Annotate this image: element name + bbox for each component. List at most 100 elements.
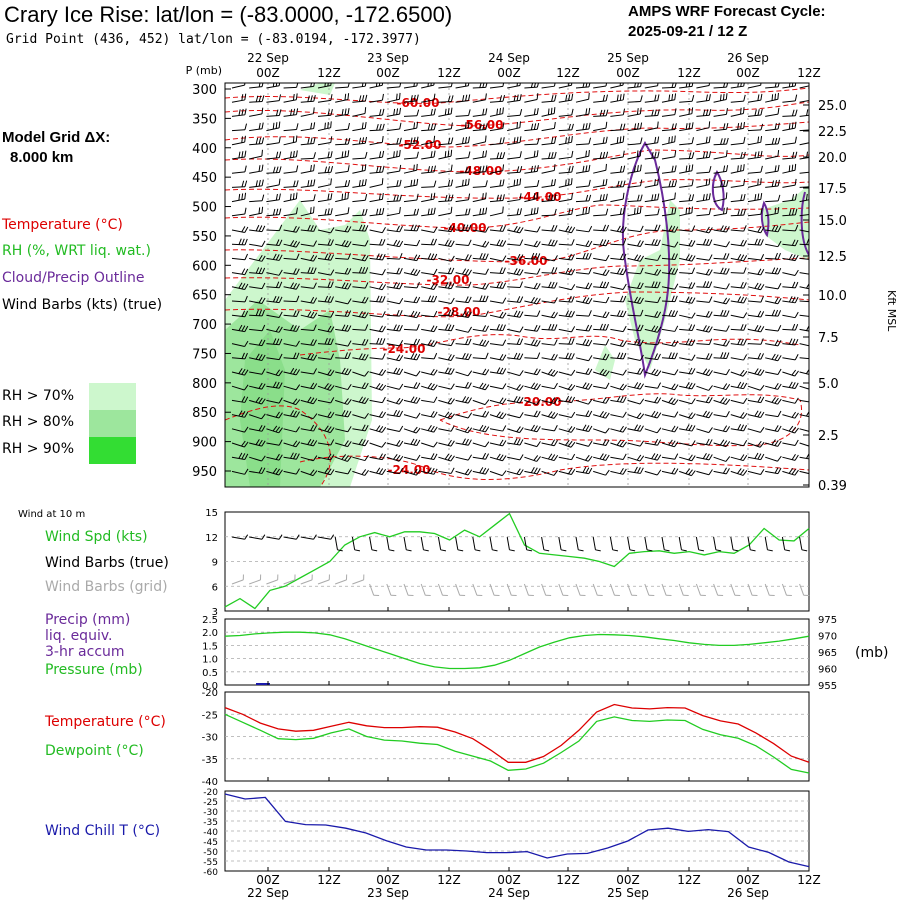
wind-barb-flag [447, 439, 452, 446]
wind-barb-flag [685, 381, 690, 388]
wind-barb-flag [433, 453, 438, 460]
wind-barb-staff [266, 172, 280, 174]
wind-barb-flag [810, 239, 812, 245]
wind-barb-flag [674, 453, 679, 460]
wind-barb-flag [241, 151, 244, 158]
wind-barb-staff [747, 114, 761, 117]
wind-barb-staff [403, 343, 417, 346]
wind-barb [799, 300, 809, 303]
wind-barb [369, 411, 386, 419]
wind-barb-staff [730, 343, 744, 346]
wind-barb-staff [730, 100, 744, 103]
wind-barb-flag [651, 151, 654, 159]
wind-barb-flag [413, 137, 416, 144]
wind-barb-staff [644, 428, 658, 434]
wind-barb-flag [241, 283, 246, 290]
wind-barb [317, 439, 335, 446]
wind-barb [610, 352, 627, 360]
wind-barb [386, 194, 402, 203]
wind-barb-staff [300, 128, 314, 132]
wind-barb-staff [524, 99, 538, 103]
wind-barb-flag [760, 193, 763, 200]
wind-barb-flag [547, 411, 553, 417]
grid-wind-barb [747, 583, 758, 596]
wind-chill-line [224, 793, 810, 868]
wind-barb [369, 467, 387, 476]
wind-barb-flag [774, 93, 777, 100]
pressure-tick-label: 500 [192, 201, 217, 216]
wind-barb-staff [438, 257, 452, 262]
wind-barb-flag [361, 353, 366, 360]
wind-barb-flag [482, 123, 485, 130]
wind-barb [386, 137, 402, 146]
wind-barb-flag [743, 354, 748, 361]
wind-barb-flag [364, 370, 369, 377]
wind-barb [317, 325, 335, 333]
wind-barb-staff [283, 300, 297, 303]
wind-barb-staff [782, 442, 796, 446]
wind-barb-flag [571, 411, 576, 418]
wind-barb [283, 384, 301, 391]
wind-barb-staff [644, 272, 658, 276]
wind-barb-staff [765, 257, 779, 260]
wind-barb-flag [313, 137, 316, 144]
wind-barb [369, 453, 386, 461]
wind-barb-staff [558, 257, 572, 261]
wind-barb-flag [619, 83, 622, 86]
wind-barb-flag [808, 283, 809, 290]
wind-barb [679, 454, 696, 462]
wind-barb-flag [467, 254, 472, 261]
wind-barb-flag [674, 226, 679, 233]
grid-wind-barb [231, 574, 244, 585]
wind-barb-flag [244, 253, 249, 260]
wind-barb-staff [455, 470, 469, 476]
wind-barb-staff [593, 442, 607, 446]
wind-barb [266, 311, 283, 318]
grid-wind-barb-staff [627, 583, 633, 596]
wind-barb-staff [507, 127, 520, 132]
wind-barb [575, 240, 593, 248]
wind-barb-flag [725, 207, 728, 214]
wind-barb-staff [403, 456, 417, 461]
wind-barb-flag [433, 352, 438, 360]
surface-wind-barb-flag [698, 549, 705, 552]
wind-barb-staff [489, 343, 503, 346]
wind-barb [644, 353, 661, 361]
wind-barb-flag [330, 193, 333, 200]
wind-barb-staff [300, 286, 314, 289]
wind-barb-flag [450, 455, 455, 462]
wind-barb-staff [593, 243, 607, 247]
wind-barb-staff [249, 314, 263, 317]
wind-barb-staff [558, 286, 572, 291]
wind-barb-flag [533, 240, 538, 247]
wind-barb [765, 122, 780, 132]
wind-barb-flag [499, 179, 502, 187]
wind-barb-flag [671, 352, 675, 359]
wind-barb-staff [283, 99, 297, 103]
wind-barb-staff [661, 385, 675, 391]
wind-barb [231, 440, 249, 448]
wind-barb-flag [444, 194, 448, 202]
wind-barb-flag [685, 83, 688, 88]
wind-barb-staff [249, 343, 263, 347]
wind-barb-flag [757, 136, 760, 143]
wind-barb-flag [358, 179, 361, 187]
wind-barb-flag [554, 225, 558, 232]
wind-barb-staff [335, 243, 349, 248]
wind-barb-flag [361, 397, 366, 404]
wind-barb [730, 208, 746, 217]
wind-barb-staff [231, 442, 245, 448]
wind-barb [249, 424, 266, 432]
wind-barb [627, 454, 645, 462]
wind-barb-flag [568, 338, 572, 345]
surface-wind-barb [661, 536, 670, 552]
wind-barb-flag [568, 426, 573, 432]
wind-barb-staff [489, 357, 503, 361]
wind-barb [661, 397, 679, 406]
wind-barb [610, 369, 627, 376]
wind-barb [627, 382, 644, 390]
wind-barb [386, 367, 404, 375]
wind-barb-flag [622, 295, 627, 303]
wind-barb [317, 281, 334, 288]
wind-barb [627, 440, 645, 447]
